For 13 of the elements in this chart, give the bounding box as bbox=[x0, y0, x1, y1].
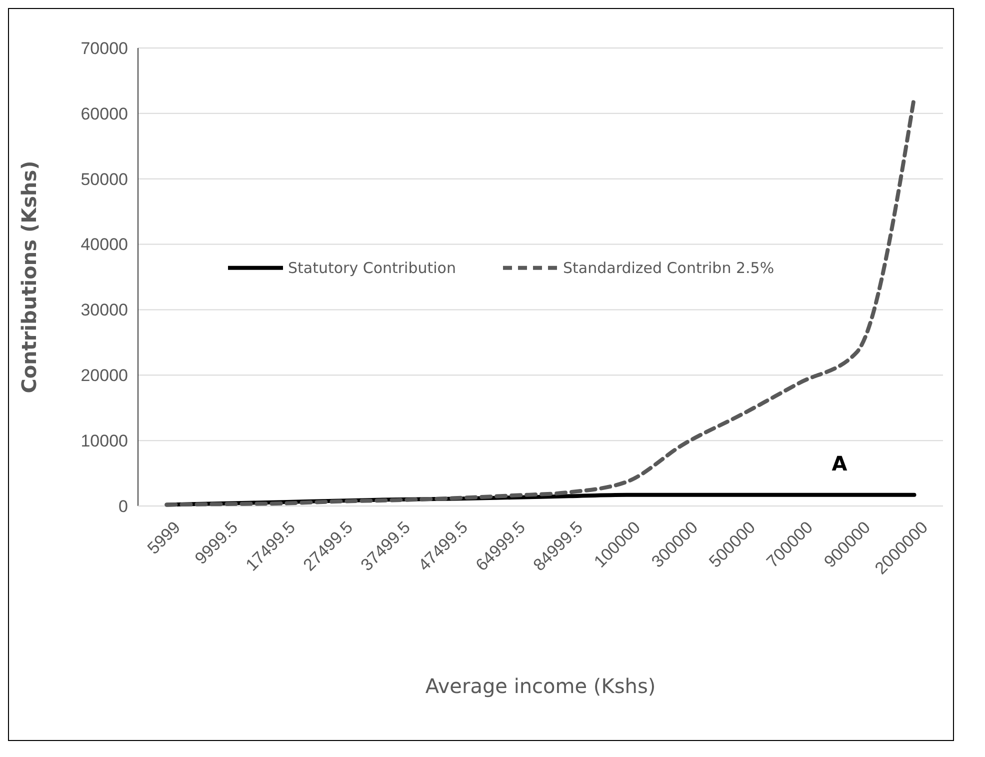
legend-label: Statutory Contribution bbox=[288, 259, 456, 278]
y-tick-label: 60000 bbox=[80, 104, 128, 124]
x-axis-title: Average income (Kshs) bbox=[425, 674, 656, 698]
y-axis-title: Contributions (Kshs) bbox=[17, 160, 41, 394]
y-tick-label: 70000 bbox=[80, 38, 128, 58]
legend-label: Standardized Contribn 2.5% bbox=[563, 259, 774, 278]
y-tick-label: 30000 bbox=[80, 300, 128, 320]
annotation: A bbox=[832, 452, 848, 476]
y-tick-label: 50000 bbox=[80, 170, 128, 189]
y-tick-label: 20000 bbox=[80, 366, 128, 386]
y-tick-label: 0 bbox=[118, 496, 128, 516]
y-tick-label: 10000 bbox=[80, 432, 128, 451]
y-tick-label: 40000 bbox=[80, 235, 128, 254]
